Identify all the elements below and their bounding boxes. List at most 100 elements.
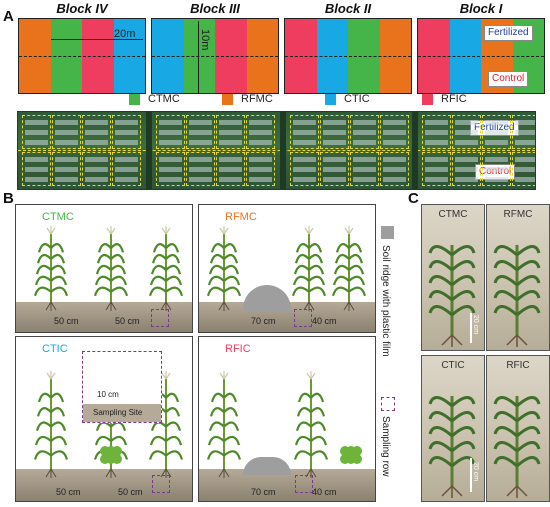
film-row — [323, 120, 346, 125]
film-row — [353, 157, 376, 162]
plot-cell — [186, 115, 215, 149]
legend-ctic: CTIC — [325, 93, 370, 105]
block-separator — [146, 112, 152, 189]
film-row — [25, 177, 48, 182]
film-row — [189, 157, 212, 162]
film-row — [485, 130, 508, 135]
plot-cell — [216, 115, 245, 149]
plot-cell — [216, 152, 245, 186]
rfic-title: RFIC — [225, 343, 251, 355]
ridge-legend-label: Soil ridge with plastic film — [380, 245, 391, 357]
film-row — [425, 120, 448, 125]
film-row — [55, 140, 78, 145]
spacing-1: 50 cm — [56, 487, 81, 497]
plot-cell — [452, 115, 481, 149]
film-row — [425, 130, 448, 135]
spacing-1: 50 cm — [54, 316, 79, 326]
film-row — [293, 167, 316, 172]
film-row — [249, 130, 272, 135]
film-row — [383, 130, 406, 135]
plot-cell — [82, 115, 111, 149]
spacing-2: 50 cm — [118, 487, 143, 497]
maize-plant — [291, 226, 327, 311]
plot-cell — [512, 115, 535, 149]
ridge-legend-swatch — [381, 226, 394, 239]
divider-line — [19, 56, 145, 57]
film-row — [25, 157, 48, 162]
block-plot-4: Fertilized Control — [417, 18, 545, 94]
film-row — [455, 120, 478, 125]
film-row — [485, 177, 508, 182]
film-row — [55, 167, 78, 172]
film-row — [115, 120, 138, 125]
film-row — [249, 167, 272, 172]
soil-ridge — [243, 457, 291, 475]
maize-plant — [148, 371, 184, 478]
ctic-title: CTIC — [42, 343, 68, 355]
film-row — [455, 167, 478, 172]
film-row — [25, 140, 48, 145]
film-row — [485, 157, 508, 162]
plot-cell — [52, 152, 81, 186]
maize-seedling — [493, 396, 541, 498]
film-row — [219, 120, 242, 125]
film-row — [323, 130, 346, 135]
plot-cell — [22, 152, 51, 186]
legend-swatch — [325, 93, 336, 105]
seedling-shape — [493, 396, 541, 498]
panel-label-c: C — [408, 190, 419, 207]
legend-swatch — [422, 93, 433, 105]
film-row — [55, 120, 78, 125]
film-row — [189, 120, 212, 125]
plot-cell — [422, 152, 451, 186]
film-row — [485, 167, 508, 172]
film-row — [249, 140, 272, 145]
arrow-20m — [51, 39, 143, 40]
maize-plant — [93, 226, 129, 311]
legend-swatch — [129, 93, 140, 105]
maize-plants — [206, 371, 362, 478]
block-title-3: Block II — [324, 1, 372, 16]
sampling-box — [294, 309, 312, 327]
film-row — [115, 130, 138, 135]
film-row — [383, 120, 406, 125]
film-row — [353, 130, 376, 135]
film-row — [25, 130, 48, 135]
film-row — [383, 177, 406, 182]
sampling-box — [152, 475, 170, 493]
block-plot-3 — [284, 18, 412, 94]
block-separator — [412, 112, 418, 189]
sampling-site-label: Sampling Site — [93, 408, 143, 417]
block-title-4: Block I — [459, 1, 503, 16]
film-row — [515, 130, 535, 135]
dim-10m-label: 10m — [199, 29, 211, 51]
maize-plant — [148, 226, 184, 311]
plot-cell — [290, 152, 319, 186]
photo-rfmc-label: RFMC — [503, 209, 533, 220]
scale-label: 20 cm — [472, 462, 479, 482]
maize-seedling — [428, 245, 476, 347]
sampling-box — [151, 309, 169, 327]
legend-rfic: RFIC — [422, 93, 467, 105]
film-row — [353, 120, 376, 125]
film-row — [383, 140, 406, 145]
film-row — [85, 130, 108, 135]
plot-cell — [482, 115, 511, 149]
film-row — [115, 167, 138, 172]
scale-bar — [470, 313, 472, 343]
film-row — [383, 167, 406, 172]
dim-20m-label: 20m — [114, 28, 136, 40]
film-row — [353, 177, 376, 182]
plot-cell — [246, 152, 275, 186]
film-row — [189, 130, 212, 135]
inset-spacing: 10 cm — [97, 390, 119, 399]
photo-ctic: CTIC 20 cm — [421, 355, 485, 502]
plot-cell — [350, 115, 379, 149]
maize-plant — [206, 226, 242, 311]
film-row — [323, 167, 346, 172]
plot-cell — [186, 152, 215, 186]
film-row — [455, 130, 478, 135]
sampling-row-legend-label: Sampling row — [380, 416, 391, 477]
film-row — [189, 167, 212, 172]
photo-ctmc: CTMC 20 cm — [421, 204, 485, 351]
